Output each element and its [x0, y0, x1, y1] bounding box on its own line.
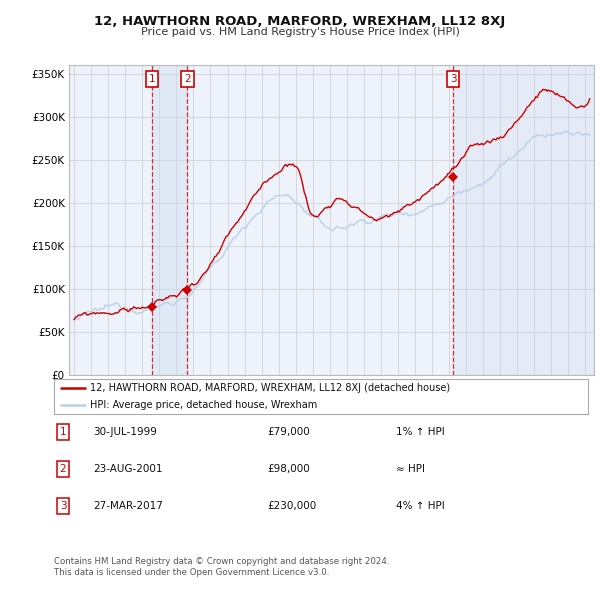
Text: Price paid vs. HM Land Registry's House Price Index (HPI): Price paid vs. HM Land Registry's House … — [140, 27, 460, 37]
Text: 1: 1 — [59, 427, 67, 437]
Text: £98,000: £98,000 — [267, 464, 310, 474]
Text: 3: 3 — [59, 502, 67, 511]
Text: 12, HAWTHORN ROAD, MARFORD, WREXHAM, LL12 8XJ (detached house): 12, HAWTHORN ROAD, MARFORD, WREXHAM, LL1… — [91, 384, 451, 394]
Text: ≈ HPI: ≈ HPI — [396, 464, 425, 474]
Text: 4% ↑ HPI: 4% ↑ HPI — [396, 502, 445, 511]
Text: 27-MAR-2017: 27-MAR-2017 — [93, 502, 163, 511]
Text: 2: 2 — [59, 464, 67, 474]
Text: 12, HAWTHORN ROAD, MARFORD, WREXHAM, LL12 8XJ: 12, HAWTHORN ROAD, MARFORD, WREXHAM, LL1… — [94, 15, 506, 28]
Text: HPI: Average price, detached house, Wrexham: HPI: Average price, detached house, Wrex… — [91, 401, 317, 410]
Text: 1: 1 — [149, 74, 155, 84]
Text: Contains HM Land Registry data © Crown copyright and database right 2024.: Contains HM Land Registry data © Crown c… — [54, 558, 389, 566]
Text: 1% ↑ HPI: 1% ↑ HPI — [396, 427, 445, 437]
Bar — [453, 65, 594, 375]
Text: 23-AUG-2001: 23-AUG-2001 — [93, 464, 163, 474]
Text: 3: 3 — [450, 74, 457, 84]
Text: £230,000: £230,000 — [267, 502, 316, 511]
Text: £79,000: £79,000 — [267, 427, 310, 437]
Text: 2: 2 — [184, 74, 191, 84]
Text: 30-JUL-1999: 30-JUL-1999 — [93, 427, 157, 437]
Bar — [152, 65, 187, 375]
Text: This data is licensed under the Open Government Licence v3.0.: This data is licensed under the Open Gov… — [54, 568, 329, 577]
